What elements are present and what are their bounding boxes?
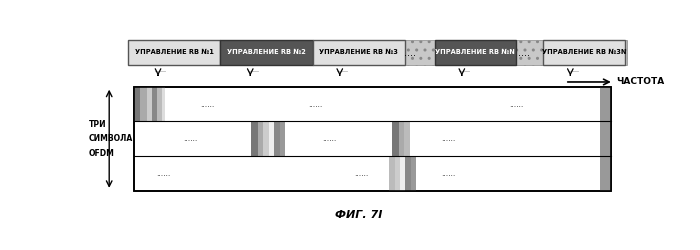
Bar (220, 40, 313, 65)
Bar (251, 122, 258, 156)
Text: ФИГ. 7I: ФИГ. 7I (335, 210, 382, 220)
Bar (162, 87, 165, 122)
Bar (152, 87, 158, 122)
Text: ....: .... (405, 48, 416, 58)
Text: ......: ...... (247, 68, 259, 73)
Text: ТРИ: ТРИ (89, 120, 106, 129)
Text: ......: ...... (354, 169, 369, 178)
Text: ......: ...... (441, 134, 456, 143)
Text: ......: ...... (156, 169, 171, 178)
Text: ЧАСТОТА: ЧАСТОТА (617, 78, 665, 86)
Bar (263, 122, 269, 156)
Text: УПРАВЛЕНИЕ RB №2: УПРАВЛЕНИЕ RB №2 (227, 49, 306, 55)
Bar (269, 122, 274, 156)
Text: ......: ...... (567, 68, 579, 73)
Text: ......: ...... (337, 68, 349, 73)
Bar (128, 40, 627, 65)
Bar (435, 40, 516, 65)
Bar (405, 156, 411, 191)
Text: ......: ...... (322, 134, 336, 143)
Bar (128, 40, 220, 65)
Text: ......: ...... (458, 68, 470, 73)
Bar (399, 122, 405, 156)
Text: УПРАВЛЕНИЕ RB №3N: УПРАВЛЕНИЕ RB №3N (542, 49, 626, 55)
Bar (313, 40, 405, 65)
Bar (279, 122, 285, 156)
Text: ......: ...... (308, 100, 323, 108)
Text: ......: ...... (155, 68, 167, 73)
Bar (258, 122, 263, 156)
Bar (393, 122, 399, 156)
Text: ....: .... (518, 48, 530, 58)
Bar (395, 156, 400, 191)
Text: СИМВОЛА: СИМВОЛА (89, 134, 133, 143)
Bar (411, 156, 416, 191)
Text: ......: ...... (441, 169, 456, 178)
Bar (134, 87, 611, 191)
Bar (134, 87, 611, 191)
Bar (140, 87, 146, 122)
Bar (600, 87, 611, 191)
Text: ......: ...... (199, 100, 214, 108)
Text: OFDM: OFDM (89, 149, 115, 158)
Text: УПРАВЛЕНИЕ RB №N: УПРАВЛЕНИЕ RB №N (435, 49, 515, 55)
Text: ......: ...... (183, 134, 197, 143)
Bar (405, 122, 409, 156)
Bar (146, 87, 152, 122)
Bar (158, 87, 162, 122)
Text: УПРАВЛЕНИЕ RB №1: УПРАВЛЕНИЕ RB №1 (135, 49, 214, 55)
Bar (389, 156, 395, 191)
Text: УПРАВЛЕНИЕ RB №3: УПРАВЛЕНИЕ RB №3 (319, 49, 398, 55)
Text: ......: ...... (509, 100, 523, 108)
Bar (134, 87, 140, 122)
Bar (400, 156, 405, 191)
Bar (543, 40, 624, 65)
Bar (274, 122, 279, 156)
